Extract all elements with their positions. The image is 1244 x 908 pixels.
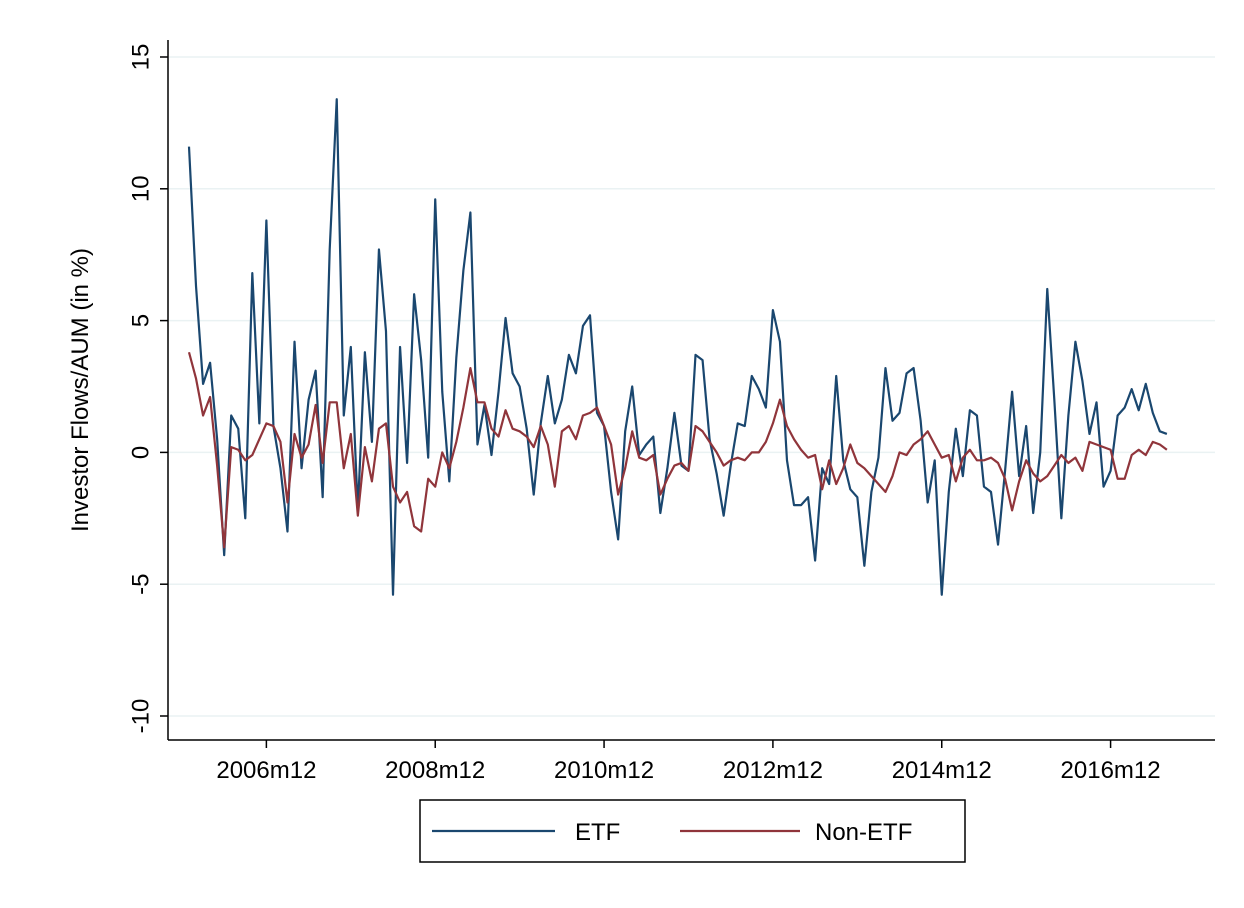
series-line: [187, 351, 1168, 549]
x-tick-label: 2016m12: [1061, 757, 1161, 784]
legend-label: ETF: [575, 819, 620, 846]
series-line: [187, 98, 1168, 596]
y-tick-label: -10: [127, 699, 154, 734]
y-tick-label: 0: [127, 446, 154, 459]
y-axis-label: Investor Flows/AUM (in %): [67, 248, 94, 532]
y-tick-label: 5: [127, 314, 154, 327]
x-tick-label: 2012m12: [723, 757, 823, 784]
x-tick-label: 2008m12: [385, 757, 485, 784]
x-tick-label: 2006m12: [216, 757, 316, 784]
x-tick-label: 2014m12: [892, 757, 992, 784]
x-tick-label: 2010m12: [554, 757, 654, 784]
y-tick-label: -5: [127, 574, 154, 595]
y-tick-label: 10: [127, 175, 154, 202]
legend-label: Non-ETF: [815, 819, 912, 846]
y-tick-label: 15: [127, 44, 154, 71]
